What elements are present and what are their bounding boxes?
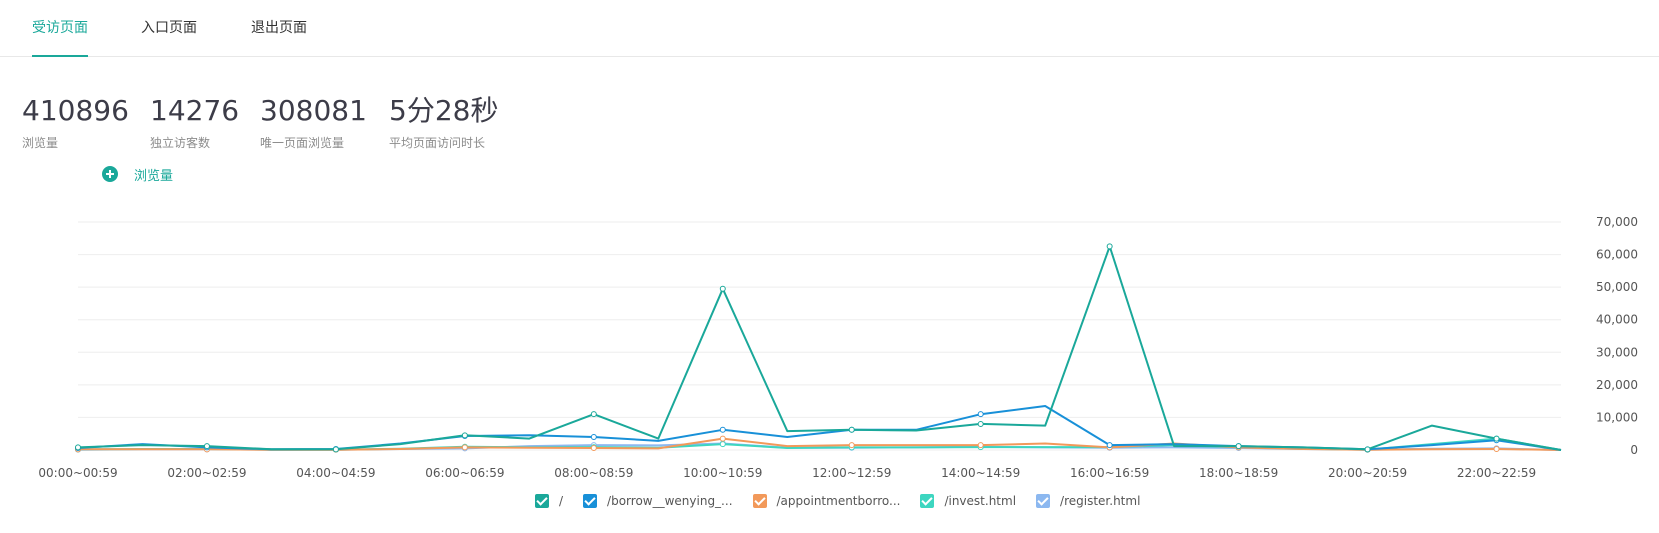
add-metric-button[interactable]: 浏览量 — [102, 164, 173, 184]
tab-exit-pages[interactable]: 退出页面 — [251, 20, 307, 36]
legend-item[interactable]: / — [535, 494, 563, 508]
data-point — [719, 285, 726, 292]
stat-unique-visitors: 14276 独立访客数 — [150, 94, 239, 150]
x-tick-label: 12:00~12:59 — [812, 466, 891, 480]
y-tick-label: 10,000 — [1596, 410, 1638, 424]
y-tick-label: 60,000 — [1596, 248, 1638, 262]
data-point — [1493, 446, 1500, 453]
data-point — [461, 432, 468, 439]
line-chart: 70,000 60,000 50,000 40,000 30,000 20,000 10,0… — [38, 215, 1638, 480]
data-point — [977, 420, 984, 427]
data-point — [1493, 435, 1500, 442]
y-tick-label: 30,000 — [1596, 345, 1638, 359]
tab-visited-pages[interactable]: 受访页面 — [32, 0, 88, 57]
y-tick-label: 0 — [1630, 443, 1638, 457]
checkbox-icon — [535, 494, 549, 508]
stat-label: 平均页面访问时长 — [389, 136, 486, 150]
y-tick-label: 50,000 — [1596, 280, 1638, 294]
stat-value: 5分28秒 — [389, 94, 499, 127]
x-tick-label: 10:00~10:59 — [683, 466, 762, 480]
data-point — [719, 441, 726, 448]
legend-label: /register.html — [1060, 494, 1141, 508]
legend-item[interactable]: /invest.html — [920, 494, 1016, 508]
legend-item[interactable]: /borrow__wenying_... — [583, 494, 733, 508]
data-point — [75, 444, 81, 451]
stat-label: 浏览量 — [22, 136, 59, 150]
x-tick-label: 08:00~08:59 — [554, 466, 633, 480]
x-tick-label: 18:00~18:59 — [1199, 466, 1278, 480]
checkbox-icon — [752, 494, 767, 508]
x-tick-label: 20:00~20:59 — [1328, 466, 1407, 480]
stat-unique-page-views: 308081 唯一页面浏览量 — [260, 94, 367, 150]
checkbox-icon — [1036, 494, 1051, 508]
x-tick-label: 22:00~22:59 — [1457, 466, 1536, 480]
stat-label: 唯一页面浏览量 — [260, 136, 345, 150]
x-tick-label: 16:00~16:59 — [1070, 466, 1149, 480]
stat-value: 308081 — [260, 94, 367, 127]
y-tick-label: 20,000 — [1596, 378, 1638, 392]
data-point — [848, 426, 855, 433]
data-point — [590, 411, 597, 418]
tab-bar: 受访页面 入口页面 退出页面 — [0, 0, 1659, 57]
data-point — [1235, 443, 1242, 450]
data-point — [977, 411, 984, 418]
chart-legend: / /borrow__wenying_... /appointmentborro..… — [535, 492, 1160, 510]
legend-label: /borrow__wenying_... — [607, 494, 733, 508]
data-point — [590, 433, 597, 440]
data-point — [719, 435, 726, 442]
x-tick-label: 04:00~04:59 — [296, 466, 375, 480]
x-tick-label: 02:00~02:59 — [167, 466, 246, 480]
x-tick-label: 06:00~06:59 — [425, 466, 504, 480]
data-point — [590, 445, 597, 452]
stat-label: 独立访客数 — [150, 136, 211, 150]
series-line — [77, 245, 1562, 451]
data-point — [848, 442, 855, 449]
add-metric-label: 浏览量 — [134, 168, 174, 184]
stat-value: 14276 — [150, 94, 240, 127]
legend-item[interactable]: /register.html — [1036, 494, 1140, 508]
checkbox-icon — [583, 494, 598, 508]
legend-item[interactable]: /appointmentborro... — [752, 494, 901, 508]
series-line — [77, 405, 1562, 451]
stat-avg-duration: 5分28秒 平均页面访问时长 — [389, 94, 498, 150]
stat-page-views: 410896 浏览量 — [22, 94, 129, 150]
data-point — [977, 442, 984, 449]
checkbox-icon — [920, 494, 935, 508]
plus-circle-icon — [102, 166, 118, 182]
data-point — [203, 443, 210, 450]
legend-label: /appointmentborro... — [776, 494, 901, 508]
legend-label: /invest.html — [944, 494, 1017, 508]
y-tick-label: 70,000 — [1596, 215, 1638, 229]
stat-value: 410896 — [22, 94, 129, 127]
y-tick-label: 40,000 — [1596, 313, 1638, 327]
data-point — [719, 426, 726, 433]
data-point — [332, 446, 339, 453]
x-tick-label: 00:00~00:59 — [38, 466, 117, 480]
tab-entry-pages[interactable]: 入口页面 — [141, 20, 197, 36]
data-point — [1106, 243, 1113, 250]
legend-label: / — [559, 494, 564, 508]
data-point — [1106, 442, 1113, 449]
data-point — [1364, 446, 1371, 453]
x-tick-label: 14:00~14:59 — [941, 466, 1020, 480]
data-point — [461, 444, 468, 451]
